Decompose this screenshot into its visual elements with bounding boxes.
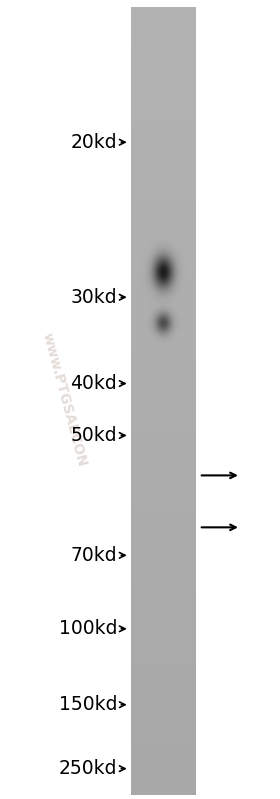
Text: 70kd: 70kd: [70, 546, 117, 565]
Text: 50kd: 50kd: [70, 426, 117, 445]
Text: 30kd: 30kd: [70, 288, 117, 307]
Text: 20kd: 20kd: [70, 133, 117, 152]
Text: 150kd: 150kd: [59, 695, 117, 714]
Text: 40kd: 40kd: [70, 374, 117, 393]
Text: www.PTGSAECON: www.PTGSAECON: [40, 331, 89, 468]
Text: 250kd: 250kd: [59, 759, 117, 778]
Text: 100kd: 100kd: [59, 619, 117, 638]
